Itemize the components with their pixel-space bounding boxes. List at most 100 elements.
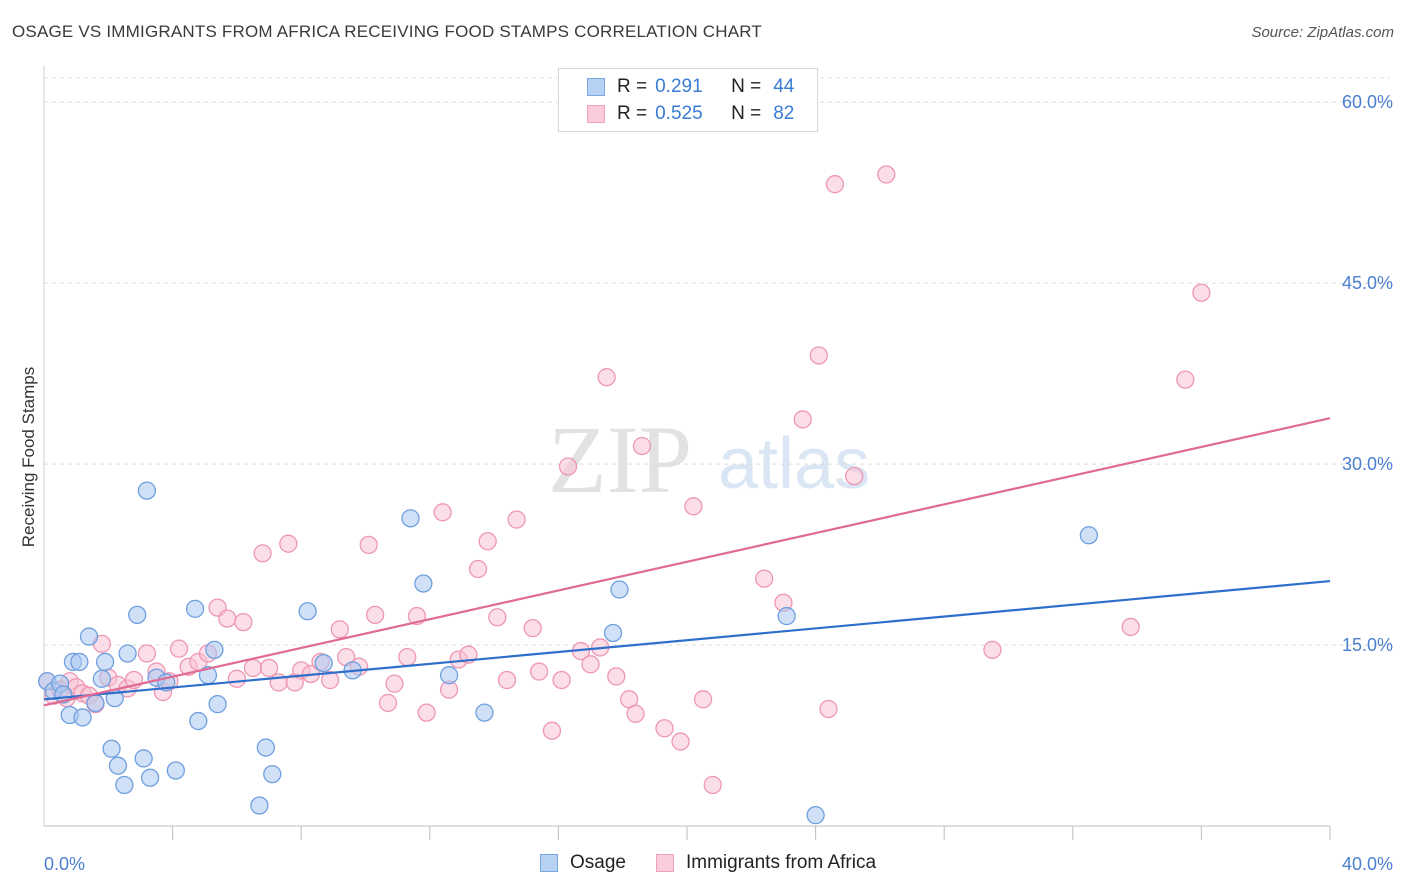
- legend-item-africa: Immigrants from Africa: [655, 852, 877, 874]
- osage-point: [777, 606, 796, 626]
- osage-point: [137, 481, 157, 500]
- legend-r-label: R =: [617, 103, 648, 124]
- tick-labels: 15.0% 30.0% 45.0% 60.0% 0.0% 40.0%: [44, 92, 1393, 874]
- osage-point: [108, 756, 128, 775]
- africa-point: [523, 618, 542, 638]
- africa-swatch: [655, 854, 674, 872]
- watermark: ZIP atlas: [548, 406, 870, 513]
- africa-point: [1176, 370, 1195, 389]
- osage-swatch: [587, 78, 605, 96]
- osage-point: [250, 796, 269, 815]
- africa-point: [359, 535, 378, 555]
- africa-point: [378, 693, 398, 713]
- osage-point: [118, 644, 137, 663]
- africa-point: [845, 466, 864, 486]
- africa-point: [1121, 617, 1140, 637]
- osage-point: [86, 693, 105, 713]
- africa-point: [259, 658, 279, 678]
- osage-point: [166, 761, 185, 780]
- africa-trend-line: [43, 417, 1331, 707]
- africa-point: [693, 690, 713, 709]
- legend-n-value: 82: [773, 103, 795, 124]
- osage-point: [95, 652, 115, 672]
- africa-point: [488, 608, 507, 627]
- africa-point: [398, 647, 417, 667]
- y-tick-label: 60.0%: [1342, 92, 1393, 112]
- axes: [43, 66, 1331, 840]
- x-tick-label: 40.0%: [1342, 854, 1393, 874]
- africa-point: [626, 704, 645, 723]
- osage-point: [298, 602, 317, 621]
- osage-point: [134, 749, 153, 768]
- africa-point: [825, 175, 845, 194]
- series-legend: Osage Immigrants from Africa: [540, 852, 906, 874]
- africa-point: [227, 669, 247, 688]
- africa-point: [542, 721, 562, 740]
- africa-point: [597, 368, 616, 387]
- africa-point: [330, 620, 349, 639]
- africa-point: [320, 670, 340, 690]
- africa-point: [529, 662, 549, 681]
- africa-point: [169, 639, 189, 658]
- africa-point: [385, 674, 404, 693]
- osage-point: [610, 580, 629, 599]
- osage-point: [263, 764, 282, 784]
- osage-point: [401, 509, 420, 528]
- legend-r-value: 0.291: [655, 76, 703, 97]
- osage-point: [314, 653, 333, 673]
- legend-r-label: R =: [617, 76, 648, 97]
- osage-point: [1079, 526, 1099, 545]
- africa-point: [684, 497, 703, 516]
- africa-point: [468, 559, 488, 579]
- africa-point: [253, 544, 272, 563]
- africa-point: [507, 510, 526, 529]
- legend-row-africa: R = 0.525 N = 82: [587, 102, 794, 126]
- osage-trend-line: [43, 579, 1331, 701]
- osage-point: [414, 574, 433, 593]
- osage-point: [70, 652, 89, 672]
- osage-point: [185, 599, 205, 618]
- africa-point: [417, 703, 436, 722]
- africa-point: [552, 670, 571, 690]
- legend-n-value: 44: [773, 76, 795, 97]
- osage-point: [189, 711, 208, 731]
- correlation-legend: R = 0.291 N = 44 R = 0.525 N = 82: [558, 68, 818, 132]
- africa-point: [234, 612, 253, 632]
- y-tick-label: 15.0%: [1342, 635, 1393, 655]
- series-immigrants-from-africa: [38, 165, 1211, 795]
- africa-point: [478, 532, 497, 551]
- legend-label-osage: Osage: [570, 852, 626, 873]
- y-tick-label: 45.0%: [1342, 273, 1393, 293]
- chart-title: OSAGE VS IMMIGRANTS FROM AFRICA RECEIVIN…: [12, 22, 763, 41]
- osage-point: [79, 627, 99, 646]
- africa-point: [877, 165, 896, 184]
- africa-point: [655, 719, 674, 738]
- osage-point: [205, 640, 224, 660]
- gridlines: [44, 77, 1390, 646]
- osage-point: [115, 775, 134, 795]
- africa-point: [983, 640, 1002, 660]
- africa-point: [365, 605, 385, 625]
- africa-point: [581, 655, 600, 674]
- osage-point: [73, 708, 92, 727]
- x-tick-label: 0.0%: [44, 854, 85, 874]
- africa-point: [671, 732, 690, 751]
- africa-point: [137, 644, 157, 663]
- legend-row-osage: R = 0.291 N = 44: [587, 75, 794, 99]
- osage-point: [806, 805, 825, 825]
- osage-point: [603, 623, 623, 643]
- y-axis-label: Receiving Food Stamps: [19, 367, 38, 547]
- legend-item-osage: Osage: [540, 852, 626, 874]
- osage-point: [102, 739, 121, 758]
- africa-point: [793, 410, 812, 429]
- legend-label-africa: Immigrants from Africa: [685, 852, 877, 873]
- africa-point: [607, 667, 626, 686]
- africa-point: [632, 436, 652, 456]
- y-tick-label: 30.0%: [1342, 454, 1393, 474]
- africa-point: [243, 658, 263, 678]
- africa-point: [809, 346, 828, 365]
- africa-point: [703, 775, 722, 795]
- osage-point: [128, 605, 147, 625]
- osage-point: [439, 666, 459, 685]
